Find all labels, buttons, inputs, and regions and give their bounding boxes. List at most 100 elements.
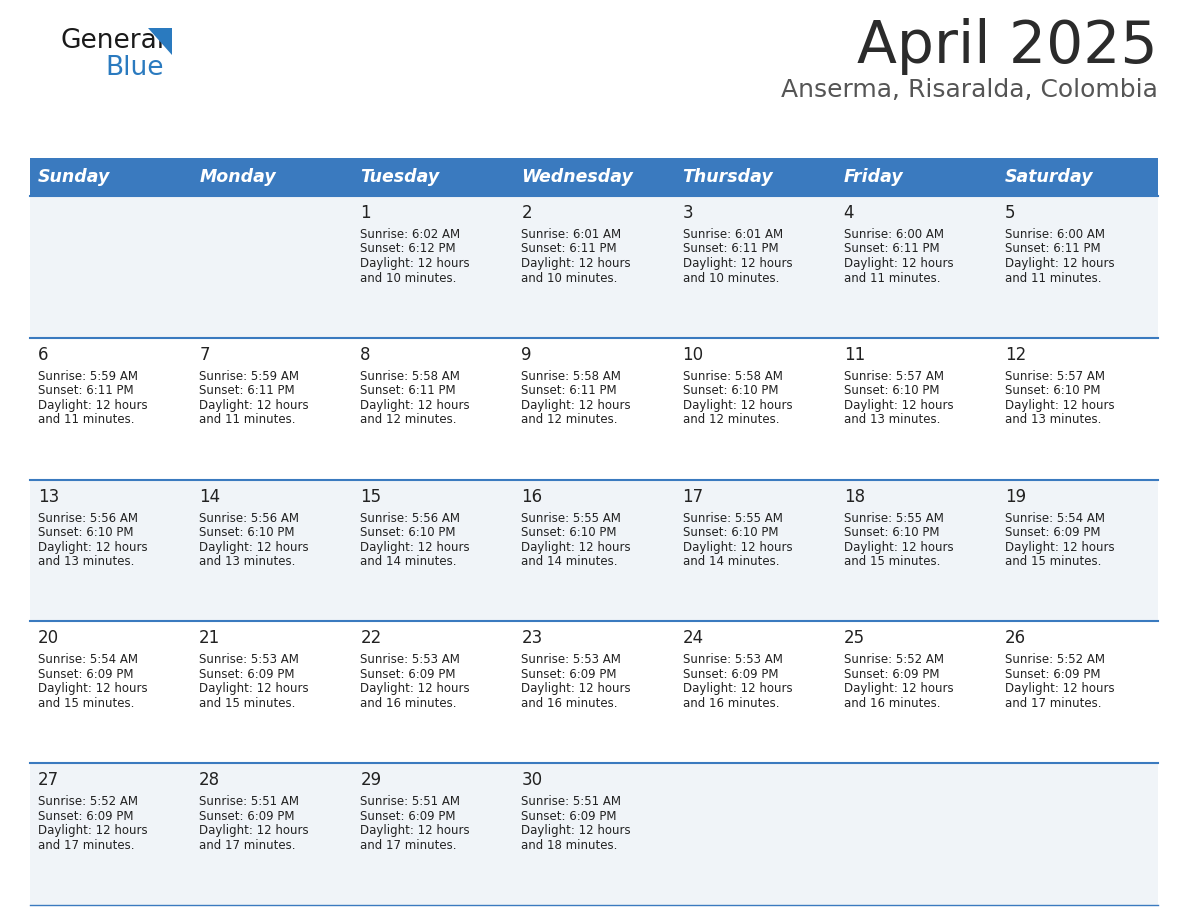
- Text: and 17 minutes.: and 17 minutes.: [200, 839, 296, 852]
- Text: Daylight: 12 hours: Daylight: 12 hours: [1005, 257, 1114, 270]
- Text: 30: 30: [522, 771, 543, 789]
- Text: 13: 13: [38, 487, 59, 506]
- Text: and 16 minutes.: and 16 minutes.: [360, 697, 456, 710]
- Text: 1: 1: [360, 204, 371, 222]
- Text: Daylight: 12 hours: Daylight: 12 hours: [683, 682, 792, 696]
- Text: Daylight: 12 hours: Daylight: 12 hours: [360, 541, 470, 554]
- Text: Sunrise: 5:55 AM: Sunrise: 5:55 AM: [843, 511, 943, 524]
- Text: Sunset: 6:09 PM: Sunset: 6:09 PM: [38, 668, 133, 681]
- Text: 4: 4: [843, 204, 854, 222]
- Text: and 14 minutes.: and 14 minutes.: [522, 555, 618, 568]
- Text: 8: 8: [360, 346, 371, 364]
- Text: and 14 minutes.: and 14 minutes.: [360, 555, 456, 568]
- Text: Sunrise: 5:53 AM: Sunrise: 5:53 AM: [683, 654, 783, 666]
- Text: Daylight: 12 hours: Daylight: 12 hours: [38, 398, 147, 412]
- Text: and 12 minutes.: and 12 minutes.: [683, 413, 779, 426]
- Text: Sunset: 6:09 PM: Sunset: 6:09 PM: [1005, 526, 1100, 539]
- Text: Sunset: 6:11 PM: Sunset: 6:11 PM: [38, 385, 133, 397]
- Bar: [30, 158, 1158, 196]
- Text: Sunset: 6:10 PM: Sunset: 6:10 PM: [1005, 385, 1100, 397]
- Text: Sunset: 6:11 PM: Sunset: 6:11 PM: [683, 242, 778, 255]
- Text: Sunset: 6:09 PM: Sunset: 6:09 PM: [200, 810, 295, 823]
- Text: Sunrise: 5:54 AM: Sunrise: 5:54 AM: [1005, 511, 1105, 524]
- Text: 11: 11: [843, 346, 865, 364]
- Text: and 17 minutes.: and 17 minutes.: [38, 839, 134, 852]
- Text: 2: 2: [522, 204, 532, 222]
- Text: and 18 minutes.: and 18 minutes.: [522, 839, 618, 852]
- Text: and 12 minutes.: and 12 minutes.: [360, 413, 456, 426]
- Text: Sunrise: 5:56 AM: Sunrise: 5:56 AM: [200, 511, 299, 524]
- Text: Daylight: 12 hours: Daylight: 12 hours: [200, 541, 309, 554]
- Text: Sunset: 6:09 PM: Sunset: 6:09 PM: [843, 668, 940, 681]
- Text: Daylight: 12 hours: Daylight: 12 hours: [843, 398, 953, 412]
- Text: and 17 minutes.: and 17 minutes.: [1005, 697, 1101, 710]
- Text: General: General: [61, 28, 164, 54]
- Text: and 12 minutes.: and 12 minutes.: [522, 413, 618, 426]
- Text: Sunset: 6:09 PM: Sunset: 6:09 PM: [360, 668, 456, 681]
- Text: and 10 minutes.: and 10 minutes.: [522, 272, 618, 285]
- Text: Daylight: 12 hours: Daylight: 12 hours: [683, 257, 792, 270]
- Text: April 2025: April 2025: [858, 18, 1158, 75]
- Text: and 13 minutes.: and 13 minutes.: [200, 555, 296, 568]
- Text: Sunset: 6:09 PM: Sunset: 6:09 PM: [683, 668, 778, 681]
- Text: Wednesday: Wednesday: [522, 168, 633, 186]
- Bar: [30, 338, 1158, 479]
- Text: and 15 minutes.: and 15 minutes.: [843, 555, 940, 568]
- Text: Sunrise: 5:58 AM: Sunrise: 5:58 AM: [683, 370, 783, 383]
- Text: 18: 18: [843, 487, 865, 506]
- Text: Daylight: 12 hours: Daylight: 12 hours: [522, 541, 631, 554]
- Text: 25: 25: [843, 630, 865, 647]
- Text: Saturday: Saturday: [1005, 168, 1093, 186]
- Text: Daylight: 12 hours: Daylight: 12 hours: [200, 398, 309, 412]
- Text: and 11 minutes.: and 11 minutes.: [1005, 272, 1101, 285]
- Text: Sunset: 6:10 PM: Sunset: 6:10 PM: [38, 526, 133, 539]
- Text: Daylight: 12 hours: Daylight: 12 hours: [360, 682, 470, 696]
- Text: Thursday: Thursday: [683, 168, 773, 186]
- Bar: [30, 196, 1158, 338]
- Text: and 13 minutes.: and 13 minutes.: [38, 555, 134, 568]
- Text: and 13 minutes.: and 13 minutes.: [843, 413, 940, 426]
- Text: Daylight: 12 hours: Daylight: 12 hours: [522, 398, 631, 412]
- Text: Daylight: 12 hours: Daylight: 12 hours: [360, 257, 470, 270]
- Text: 27: 27: [38, 771, 59, 789]
- Text: Blue: Blue: [105, 55, 164, 81]
- Text: 14: 14: [200, 487, 220, 506]
- Text: and 11 minutes.: and 11 minutes.: [843, 272, 940, 285]
- Text: and 15 minutes.: and 15 minutes.: [38, 697, 134, 710]
- Text: 19: 19: [1005, 487, 1026, 506]
- Text: 15: 15: [360, 487, 381, 506]
- Text: Sunset: 6:11 PM: Sunset: 6:11 PM: [1005, 242, 1100, 255]
- Text: Sunset: 6:09 PM: Sunset: 6:09 PM: [522, 810, 617, 823]
- Text: Sunset: 6:10 PM: Sunset: 6:10 PM: [843, 526, 940, 539]
- Text: Sunset: 6:09 PM: Sunset: 6:09 PM: [522, 668, 617, 681]
- Text: 6: 6: [38, 346, 49, 364]
- Text: Sunrise: 5:52 AM: Sunrise: 5:52 AM: [1005, 654, 1105, 666]
- Text: Sunrise: 5:57 AM: Sunrise: 5:57 AM: [1005, 370, 1105, 383]
- Text: 7: 7: [200, 346, 209, 364]
- Polygon shape: [148, 28, 172, 55]
- Text: and 10 minutes.: and 10 minutes.: [683, 272, 779, 285]
- Text: Daylight: 12 hours: Daylight: 12 hours: [683, 541, 792, 554]
- Text: Sunrise: 5:57 AM: Sunrise: 5:57 AM: [843, 370, 943, 383]
- Text: Daylight: 12 hours: Daylight: 12 hours: [522, 682, 631, 696]
- Text: Daylight: 12 hours: Daylight: 12 hours: [1005, 541, 1114, 554]
- Text: Tuesday: Tuesday: [360, 168, 440, 186]
- Text: and 14 minutes.: and 14 minutes.: [683, 555, 779, 568]
- Text: Sunset: 6:10 PM: Sunset: 6:10 PM: [843, 385, 940, 397]
- Text: 20: 20: [38, 630, 59, 647]
- Text: Sunset: 6:10 PM: Sunset: 6:10 PM: [683, 385, 778, 397]
- Text: Sunrise: 6:01 AM: Sunrise: 6:01 AM: [683, 228, 783, 241]
- Text: Sunrise: 5:59 AM: Sunrise: 5:59 AM: [38, 370, 138, 383]
- Text: Sunrise: 5:52 AM: Sunrise: 5:52 AM: [38, 795, 138, 808]
- Text: and 15 minutes.: and 15 minutes.: [200, 697, 296, 710]
- Bar: [30, 621, 1158, 763]
- Text: Sunrise: 5:51 AM: Sunrise: 5:51 AM: [360, 795, 460, 808]
- Text: Sunrise: 5:56 AM: Sunrise: 5:56 AM: [360, 511, 460, 524]
- Bar: [30, 479, 1158, 621]
- Text: Sunset: 6:10 PM: Sunset: 6:10 PM: [522, 526, 617, 539]
- Text: Daylight: 12 hours: Daylight: 12 hours: [38, 824, 147, 837]
- Text: and 16 minutes.: and 16 minutes.: [683, 697, 779, 710]
- Text: Monday: Monday: [200, 168, 276, 186]
- Text: 17: 17: [683, 487, 703, 506]
- Text: and 11 minutes.: and 11 minutes.: [200, 413, 296, 426]
